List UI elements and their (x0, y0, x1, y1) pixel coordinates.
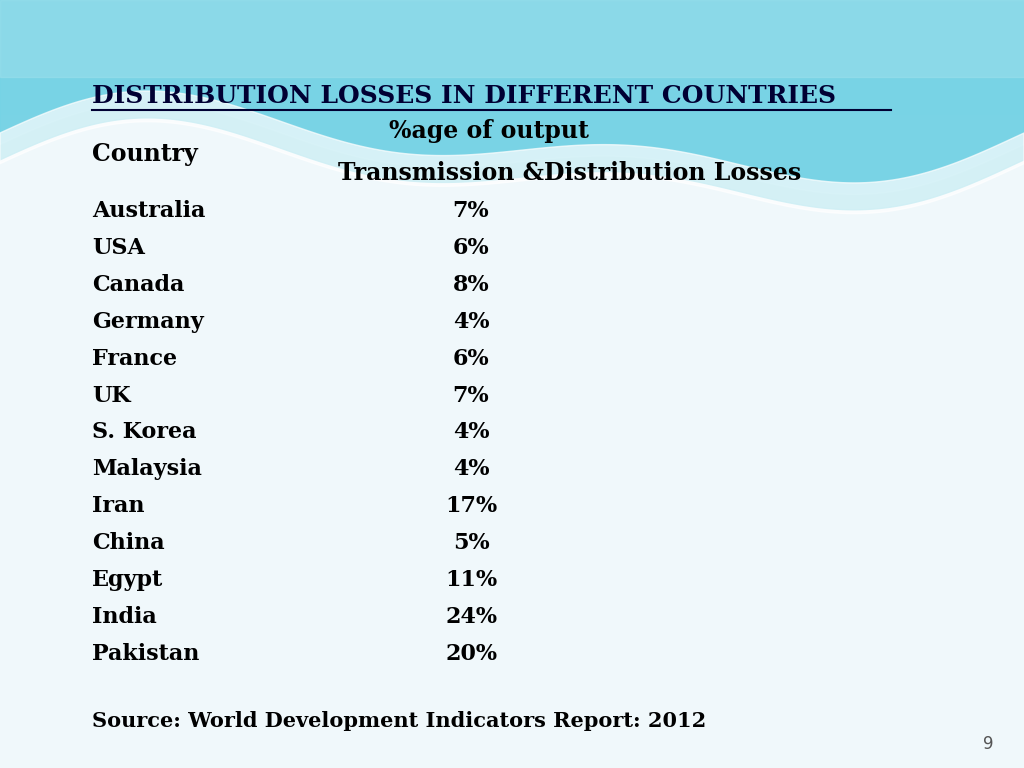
Text: 17%: 17% (445, 495, 497, 517)
Text: 7%: 7% (453, 385, 489, 406)
Text: India: India (92, 606, 157, 627)
Text: UK: UK (92, 385, 131, 406)
Text: 6%: 6% (453, 348, 489, 369)
Text: 8%: 8% (453, 274, 489, 296)
Text: 9: 9 (983, 735, 993, 753)
Text: 20%: 20% (445, 643, 497, 664)
Text: USA: USA (92, 237, 145, 259)
Text: 11%: 11% (445, 569, 497, 591)
Text: Germany: Germany (92, 311, 204, 333)
FancyBboxPatch shape (0, 115, 1024, 768)
Text: S. Korea: S. Korea (92, 422, 197, 443)
Text: 4%: 4% (453, 422, 489, 443)
Text: Canada: Canada (92, 274, 184, 296)
Text: Country: Country (92, 141, 198, 166)
Text: 6%: 6% (453, 237, 489, 259)
Text: France: France (92, 348, 177, 369)
Text: Pakistan: Pakistan (92, 643, 200, 664)
Text: 4%: 4% (453, 458, 489, 480)
Text: Egypt: Egypt (92, 569, 164, 591)
Text: DISTRIBUTION LOSSES IN DIFFERENT COUNTRIES: DISTRIBUTION LOSSES IN DIFFERENT COUNTRI… (92, 84, 837, 108)
Text: 5%: 5% (453, 532, 489, 554)
Text: 24%: 24% (445, 606, 497, 627)
Text: 4%: 4% (453, 311, 489, 333)
Text: China: China (92, 532, 165, 554)
Text: Australia: Australia (92, 200, 206, 222)
Text: Source: World Development Indicators Report: 2012: Source: World Development Indicators Rep… (92, 711, 707, 731)
Text: %age of output: %age of output (389, 118, 589, 143)
Text: 7%: 7% (453, 200, 489, 222)
Text: Transmission &Distribution Losses: Transmission &Distribution Losses (338, 161, 801, 185)
Text: Malaysia: Malaysia (92, 458, 202, 480)
Text: Iran: Iran (92, 495, 144, 517)
